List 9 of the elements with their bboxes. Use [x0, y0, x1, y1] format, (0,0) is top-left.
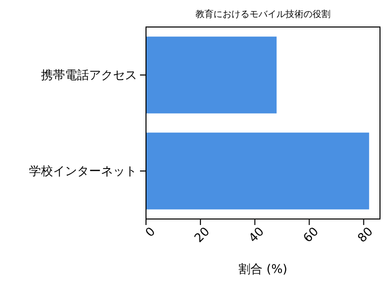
y-tick-label: 携帯電話アクセス	[41, 68, 137, 82]
x-tick-label: 60	[300, 224, 322, 246]
chart-title: 教育におけるモバイル技術の役割	[196, 9, 330, 20]
x-tick-label: 80	[354, 224, 376, 246]
x-tick-label: 20	[192, 224, 212, 246]
x-axis-title: 割合 (%)	[238, 262, 288, 276]
x-tick-label: 0	[142, 224, 158, 240]
y-tick-label: 学校インターネット	[29, 164, 137, 178]
x-tick-label: 40	[246, 224, 267, 246]
